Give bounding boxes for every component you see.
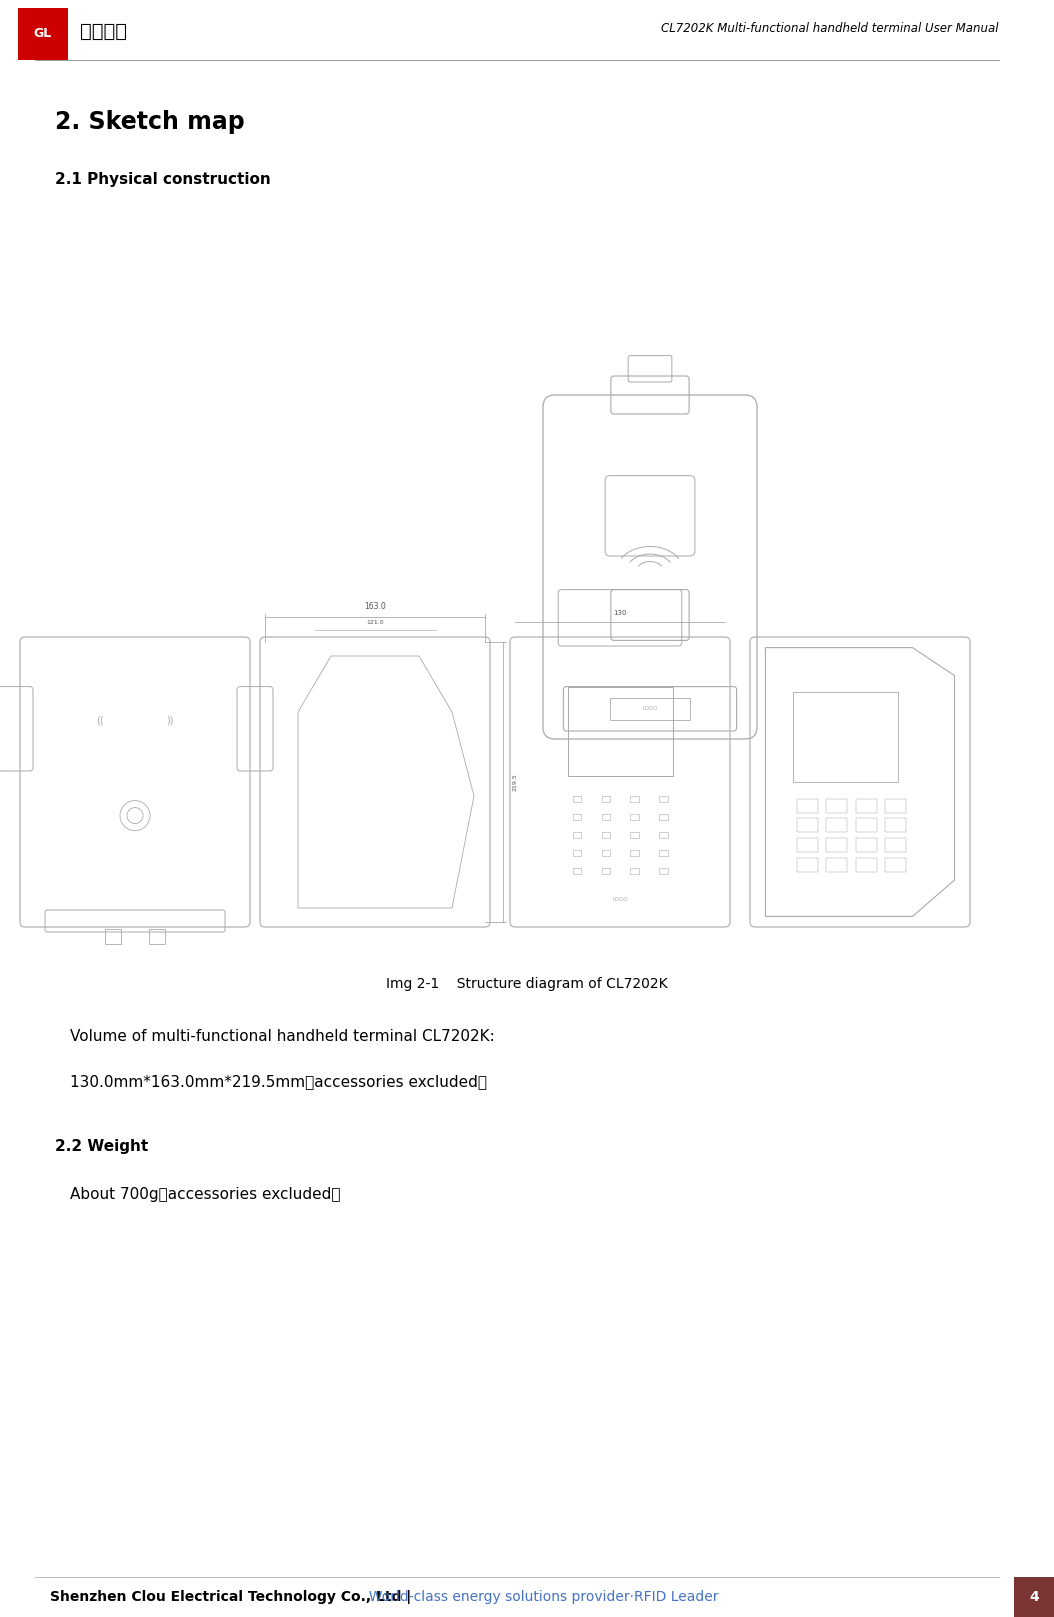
Bar: [885, 818, 906, 833]
Text: )): )): [167, 715, 174, 726]
Bar: [572, 868, 581, 875]
Bar: [630, 849, 639, 855]
Bar: [630, 813, 639, 820]
Bar: [149, 930, 165, 944]
Bar: [572, 831, 581, 838]
Bar: [610, 699, 690, 720]
Bar: [826, 857, 847, 872]
Text: Img 2-1    Structure diagram of CL7202K: Img 2-1 Structure diagram of CL7202K: [386, 977, 668, 991]
Bar: [660, 849, 668, 855]
Bar: [105, 930, 121, 944]
Text: LOGO: LOGO: [612, 897, 628, 902]
Text: 130: 130: [613, 610, 627, 616]
Bar: [567, 687, 672, 776]
Text: World-class energy solutions provider·RFID Leader: World-class energy solutions provider·RF…: [360, 1590, 719, 1604]
Bar: [797, 818, 818, 833]
Text: Shenzhen Clou Electrical Technology Co., Ltd |: Shenzhen Clou Electrical Technology Co.,…: [50, 1590, 411, 1604]
Bar: [856, 838, 877, 852]
Bar: [826, 799, 847, 813]
Bar: [1014, 1577, 1054, 1617]
Bar: [797, 838, 818, 852]
Bar: [856, 857, 877, 872]
Bar: [885, 838, 906, 852]
Text: ((: ((: [96, 715, 104, 726]
Bar: [602, 796, 610, 802]
Bar: [856, 799, 877, 813]
Text: About 700g（accessories excluded）: About 700g（accessories excluded）: [70, 1187, 340, 1201]
Bar: [572, 796, 581, 802]
Bar: [602, 831, 610, 838]
Text: 163.0: 163.0: [364, 602, 386, 611]
Bar: [797, 799, 818, 813]
Bar: [660, 831, 668, 838]
Bar: [793, 692, 898, 783]
Text: CL7202K Multi-functional handheld terminal User Manual: CL7202K Multi-functional handheld termin…: [662, 21, 999, 34]
Text: 2. Sketch map: 2. Sketch map: [55, 110, 245, 134]
Bar: [572, 849, 581, 855]
Bar: [885, 799, 906, 813]
Bar: [826, 838, 847, 852]
Bar: [660, 813, 668, 820]
Text: 4: 4: [1029, 1590, 1039, 1604]
Bar: [797, 857, 818, 872]
Bar: [630, 868, 639, 875]
Bar: [885, 857, 906, 872]
FancyBboxPatch shape: [18, 8, 69, 60]
Text: 130.0mm*163.0mm*219.5mm（accessories excluded）: 130.0mm*163.0mm*219.5mm（accessories excl…: [70, 1074, 487, 1088]
Text: 科陆电子: 科陆电子: [80, 23, 126, 40]
Text: 2.2 Weight: 2.2 Weight: [55, 1138, 149, 1155]
Bar: [602, 868, 610, 875]
Bar: [856, 818, 877, 833]
Bar: [602, 849, 610, 855]
Bar: [630, 831, 639, 838]
Text: 219.5: 219.5: [513, 773, 518, 791]
Bar: [660, 796, 668, 802]
Text: LOGO: LOGO: [642, 707, 658, 711]
Text: 121.0: 121.0: [366, 619, 384, 626]
Bar: [826, 818, 847, 833]
Bar: [602, 813, 610, 820]
Bar: [660, 868, 668, 875]
Text: 2.1 Physical construction: 2.1 Physical construction: [55, 171, 271, 188]
Text: Volume of multi-functional handheld terminal CL7202K:: Volume of multi-functional handheld term…: [70, 1028, 494, 1045]
Text: GL: GL: [34, 27, 52, 40]
Bar: [572, 813, 581, 820]
Bar: [630, 796, 639, 802]
